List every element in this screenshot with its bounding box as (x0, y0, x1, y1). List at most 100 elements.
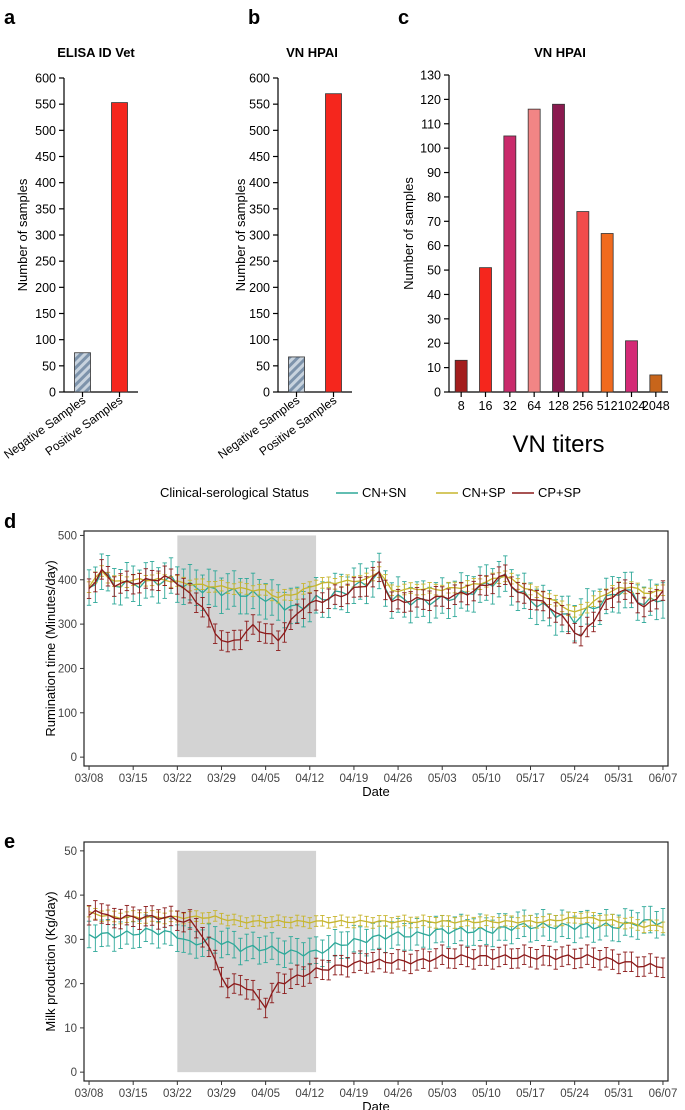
x-tick-label: 05/10 (472, 1088, 501, 1100)
bar (552, 103, 565, 393)
y-tick-label: 200 (249, 281, 270, 295)
x-tick-label: 04/05 (251, 1088, 280, 1100)
x-tick-label: 1024 (618, 399, 646, 413)
x-axis-label: Date (362, 784, 389, 799)
y-tick-label: 100 (35, 333, 56, 347)
series-cp_sp (86, 900, 666, 1019)
y-tick-label: 400 (58, 575, 77, 587)
x-tick-label: 05/24 (560, 773, 589, 785)
y-tick-label: 50 (64, 846, 77, 858)
y-tick-label: 30 (427, 312, 441, 326)
x-tick-label: 05/17 (516, 1088, 545, 1100)
y-tick-label: 130 (420, 69, 441, 83)
x-tick-label: 05/17 (516, 773, 545, 785)
y-tick-label: 500 (58, 530, 77, 542)
legend-label-cn_sp: CN+SP (462, 485, 506, 500)
x-tick-label: 03/29 (207, 1088, 236, 1100)
chart-milk-production: 0 10 20 30 40 50 03/08 03/15 03/22 03/29 04/05 04/1… (43, 841, 677, 1110)
bar (576, 211, 590, 393)
x-tick-label: 03/15 (119, 1088, 148, 1100)
y-tick-label: 450 (35, 150, 56, 164)
y-tick-label: 500 (35, 124, 56, 138)
bar (503, 135, 517, 393)
shaded-period (177, 535, 317, 758)
y-tick-label: 110 (421, 117, 441, 131)
panel-label-a: a (4, 7, 16, 29)
x-axis-label: VN titers (512, 431, 604, 458)
series-line (88, 918, 664, 957)
y-tick-label: 300 (35, 229, 56, 243)
x-tick-label: 04/26 (384, 773, 413, 785)
y-tick-label: 350 (249, 202, 270, 216)
plot-frame (83, 841, 669, 1082)
y-tick-label: 50 (256, 359, 270, 373)
bar (74, 352, 91, 393)
bar (454, 359, 468, 393)
chart-elisa-id-vet: ELISA ID Vet Number of samples 0 50 100 150 20… (1, 45, 138, 462)
x-tick-label: 05/24 (560, 1088, 589, 1100)
legend: Clinical-serological Status CN+SN CN+SP CP… (160, 485, 581, 500)
chart-vn-hpai: VN HPAI Number of samples 0 50 100 150 200 250 3… (215, 45, 352, 462)
y-axis-label: Milk production (Kg/day) (43, 891, 58, 1031)
x-tick-label: 32 (503, 399, 517, 413)
plot-frame (83, 530, 669, 767)
y-tick-label: 60 (427, 239, 441, 253)
x-tick-label: 04/12 (295, 1088, 324, 1100)
y-tick-label: 10 (64, 1023, 77, 1035)
y-tick-label: 150 (249, 307, 270, 321)
y-tick-label: 600 (249, 72, 270, 86)
y-tick-label: 20 (64, 979, 77, 991)
x-tick-label: 16 (479, 399, 493, 413)
y-tick-label: 50 (42, 359, 56, 373)
y-tick-label: 500 (249, 124, 270, 138)
series-cn_sp (86, 905, 666, 934)
y-tick-label: 550 (35, 98, 56, 112)
y-tick-label: 40 (64, 890, 77, 902)
legend-title: Clinical-serological Status (160, 485, 309, 500)
series-line (88, 568, 664, 643)
x-tick-label: 256 (572, 399, 593, 413)
legend-label-cn_sn: CN+SN (362, 485, 406, 500)
x-tick-label: 05/31 (604, 773, 633, 785)
y-tick-label: 0 (49, 386, 56, 400)
x-tick-label: 03/22 (163, 1088, 192, 1100)
y-tick-label: 0 (71, 1067, 77, 1079)
x-tick-label: 03/22 (163, 773, 192, 785)
y-tick-label: 250 (35, 255, 56, 269)
y-tick-label: 200 (35, 281, 56, 295)
chart-vn-titers: VN HPAI Number of samples 0 10 20 30 40 50 60 70 8… (401, 45, 670, 458)
y-tick-label: 100 (58, 708, 77, 720)
y-tick-label: 550 (249, 98, 270, 112)
x-tick-label: 05/10 (472, 773, 501, 785)
x-tick-label: 03/08 (75, 1088, 104, 1100)
y-tick-label: 100 (249, 333, 270, 347)
series-cp_sp (86, 559, 666, 653)
series-line (88, 910, 664, 929)
bar (288, 356, 305, 393)
bar (649, 374, 663, 393)
y-tick-label: 10 (427, 361, 441, 375)
y-tick-label: 90 (427, 166, 441, 180)
y-tick-label: 100 (420, 142, 441, 156)
legend-label-cp_sp: CP+SP (538, 485, 581, 500)
x-axis-label: Date (362, 1099, 389, 1110)
y-tick-label: 70 (427, 215, 441, 229)
y-tick-label: 400 (35, 176, 56, 190)
x-tick-label: 05/03 (428, 773, 457, 785)
x-tick-label: 8 (458, 399, 465, 413)
y-axis-label: Rumination time (Minutes/day) (43, 560, 58, 736)
chart-title: VN HPAI (534, 45, 586, 60)
y-axis-label: Number of samples (401, 177, 416, 290)
bar (479, 267, 492, 393)
x-tick-label: 64 (527, 399, 541, 413)
y-tick-label: 300 (249, 229, 270, 243)
y-tick-label: 600 (35, 72, 56, 86)
shaded-period (177, 850, 317, 1073)
y-tick-label: 20 (427, 337, 441, 351)
x-tick-label: 06/07 (649, 773, 678, 785)
panel-label-c: c (398, 7, 409, 29)
x-tick-label: 03/08 (75, 773, 104, 785)
chart-title: VN HPAI (286, 45, 338, 60)
x-tick-label: 04/19 (340, 773, 369, 785)
